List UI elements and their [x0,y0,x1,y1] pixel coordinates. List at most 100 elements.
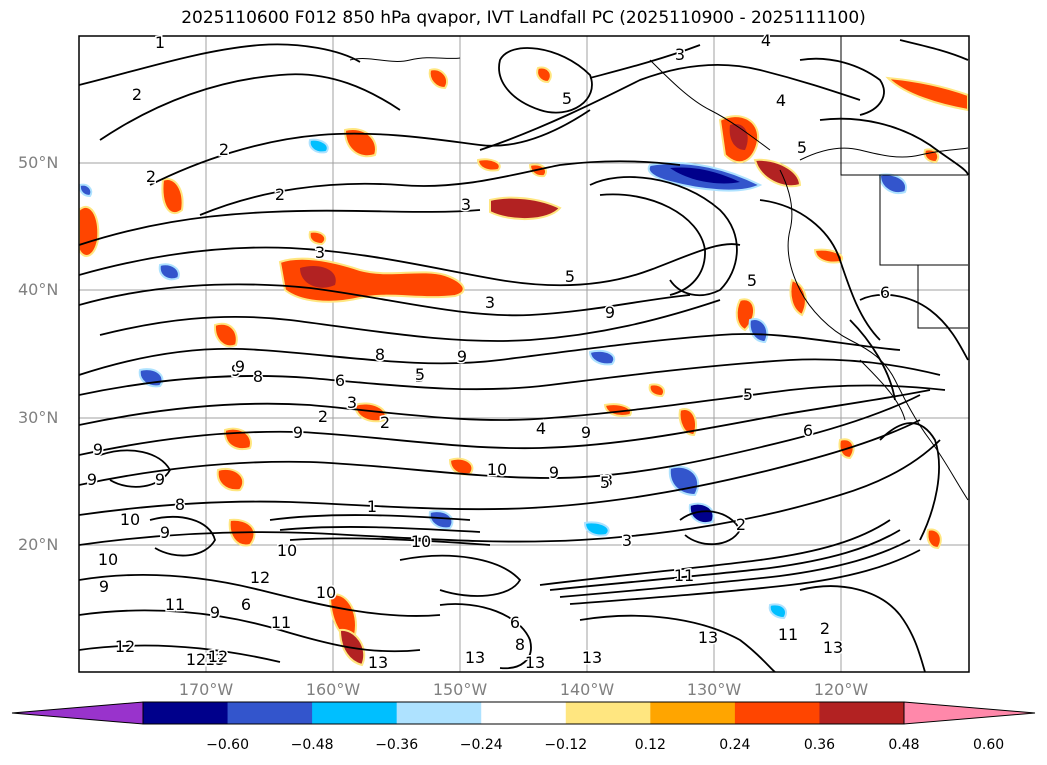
contour-label: 3 [675,45,685,64]
lat-label-40n: 40°N [18,280,59,299]
colorbar-cell [819,702,905,724]
contour-label: 5 [415,365,425,384]
colorbar-cell [565,702,651,724]
contour-label: 9 [293,423,303,442]
contour-label: 5 [600,473,610,492]
contour-label: 12 [208,647,228,666]
lon-label-170w: 170°W [178,680,234,699]
lon-label-160w: 160°W [305,680,361,699]
contour-label: 11 [674,566,694,585]
contour-label: 5 [743,385,753,404]
contour-label: 10 [98,550,118,569]
contour-label: 9 [605,303,615,322]
contour-label: 11 [165,595,185,614]
contour-label: 1 [155,33,165,52]
colorbar-tick-label: −0.36 [375,737,419,753]
contour-label: 9 [235,357,245,376]
colorbar-cell [227,702,313,724]
contour-label: 5 [562,89,572,108]
contour-label: 5 [797,138,807,157]
contour-label: 9 [93,440,103,459]
colorbar-cell [312,702,398,724]
contour-label: 3 [315,243,325,262]
contour-label: 8 [515,635,525,654]
contour-label: 10 [411,532,431,551]
contour-label: 8 [253,367,263,386]
colorbar-cell [143,702,229,724]
contour-label: 6 [510,613,520,632]
contour-label: 9 [549,463,559,482]
contour-label: 5 [747,271,757,290]
contour-label: 2 [380,413,390,432]
contour-label: 13 [582,648,602,667]
contour-label: 13 [698,628,718,647]
contour-label: 10 [120,510,140,529]
map-title: 2025110600 F012 850 hPa qvapor, IVT Land… [181,8,866,28]
contour-label: 9 [231,361,241,380]
colorbar-tick-label: 0.24 [719,737,751,753]
colorbar-tick-label: −0.48 [290,737,334,753]
contour-label: 6 [880,283,890,302]
contour-label: 12 [186,650,206,669]
contour-label: 5 [415,367,425,386]
colorbar-cell [396,702,482,724]
colorbar-tick-label: 0.36 [803,737,836,753]
contour-label: 9 [457,347,467,366]
lat-label-20n: 20°N [18,535,59,554]
contour-label: 3 [347,393,357,412]
contour-label: 3 [603,471,613,490]
colorbar-cell [734,702,820,724]
contour-label: 2 [132,85,142,104]
contour-label: 8 [375,345,385,364]
contour-label: 10 [316,583,336,602]
contour-label: 13 [525,653,545,672]
contour-label: 9 [581,423,591,442]
lon-label-130w: 130°W [686,680,742,699]
colorbar-tick-label: −0.12 [544,737,588,753]
contour-label: 3 [485,293,495,312]
contour-label: 2 [275,185,285,204]
colorbar-tick-label: 0.12 [634,737,666,753]
lon-label-120w: 120°W [813,680,869,699]
contour-label: 9 [99,577,109,596]
contour-label: 9 [160,523,170,542]
colorbar-tick-label: 0.60 [972,737,1005,753]
contour-label: 6 [335,371,345,390]
contour-label: 2 [736,515,746,534]
coastlines [349,36,969,501]
contour-label: 13 [368,653,388,672]
contour-label: 9 [155,470,165,489]
colorbar-extend-high [903,701,1036,725]
contour-label: 10 [277,541,297,560]
contour-label: 13 [205,650,225,669]
contour-label: 4 [536,419,546,438]
contour-label: 11 [778,625,798,644]
contour-label: 9 [210,603,220,622]
contour-label: 12 [115,637,135,656]
contour-label: 12 [250,568,270,587]
colorbar-cell [650,702,736,724]
lat-lon-grid [79,36,969,672]
lat-label-30n: 30°N [18,408,59,427]
lon-label-140w: 140°W [559,680,615,699]
contour-label: 2 [146,167,156,186]
contour-label: 2 [318,407,328,426]
lat-label-50n: 50°N [18,153,59,172]
contour-label: 6 [241,595,251,614]
contour-label: 6 [803,421,813,440]
contour-label: 3 [622,531,632,550]
contour-label: 2 [820,619,830,638]
contour-label: 4 [761,31,771,50]
contour-label: 13 [465,648,485,667]
colorbar-extend-low [11,701,144,725]
contour-label: 8 [175,495,185,514]
contour-label: 9 [87,470,97,489]
contour-label: 11 [271,613,291,632]
colorbar [11,701,1036,725]
contour-label: 1 [367,497,377,516]
colorbar-tick-label: −0.24 [459,737,503,753]
contour-label: 3 [461,195,471,214]
colorbar-tick-label: 0.48 [888,737,920,753]
